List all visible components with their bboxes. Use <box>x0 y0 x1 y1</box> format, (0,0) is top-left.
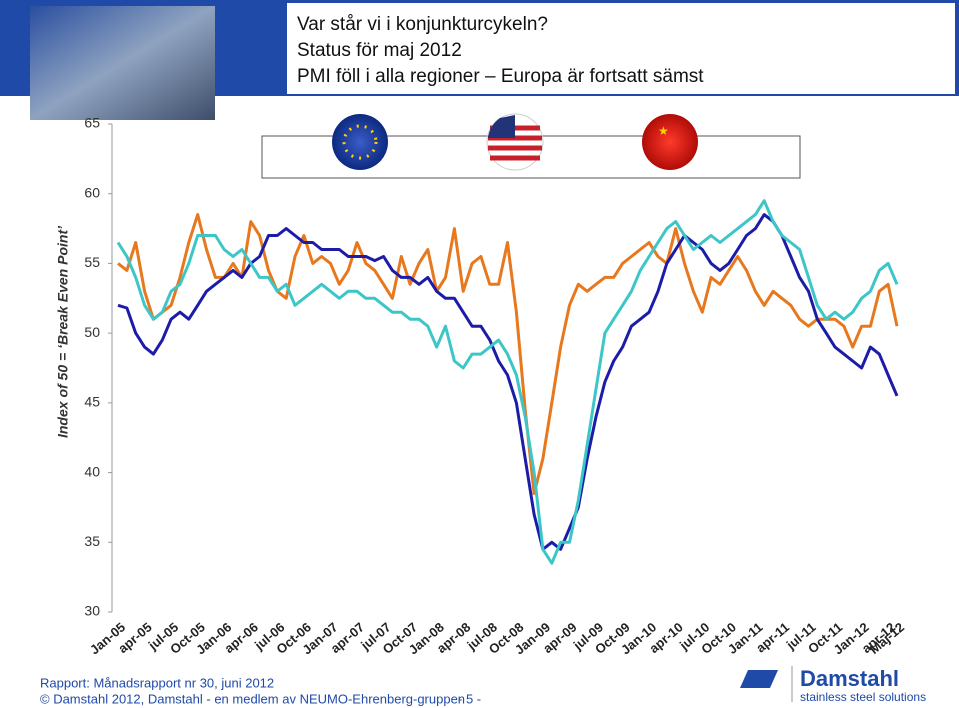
title: Var står vi i konjunkturcykeln? <box>297 14 548 35</box>
y-tick-label: 60 <box>84 184 100 200</box>
logo-mark <box>740 670 778 688</box>
tagline: stainless steel solutions <box>800 690 926 704</box>
title-box <box>287 3 955 94</box>
copyright: © Damstahl 2012, Damstahl - en medlem av… <box>40 691 465 706</box>
subtitle: PMI föll i alla regioner – Europa är for… <box>297 66 704 87</box>
y-tick-label: 55 <box>84 254 100 270</box>
y-tick-label: 50 <box>84 324 100 340</box>
flag-us <box>486 113 544 171</box>
flag-eu <box>332 114 388 170</box>
y-tick-label: 35 <box>84 533 100 549</box>
y-tick-label: 40 <box>84 463 100 479</box>
subtitle: Status för maj 2012 <box>297 40 462 61</box>
y-tick-label: 65 <box>84 115 100 131</box>
flag-cn <box>642 114 698 170</box>
flag-stars <box>342 124 378 160</box>
report-note: Rapport: Månadsrapport nr 30, juni 2012 <box>40 675 274 690</box>
flag-star: ★ <box>658 124 669 138</box>
series-line <box>117 213 899 551</box>
y-tick-label: 30 <box>84 603 100 619</box>
series-line <box>117 213 899 495</box>
y-axis-label: Index of 50 = ‘Break Even Point’ <box>55 225 71 438</box>
series-line <box>116 199 899 565</box>
y-tick-label: 45 <box>84 394 100 410</box>
page-number: - 5 - <box>458 691 481 706</box>
header-photo <box>30 6 215 120</box>
brand: Damstahl <box>800 666 899 691</box>
